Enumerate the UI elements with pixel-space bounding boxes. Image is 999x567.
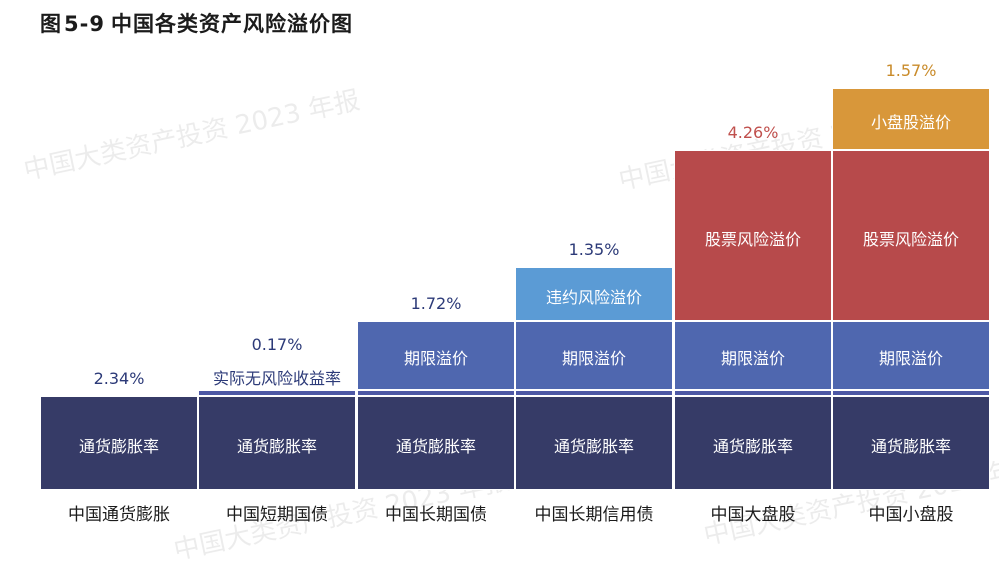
value-label: 0.17% [251,334,303,354]
value-label: 2.34% [93,369,145,389]
segment-label: 通货膨胀率 [712,437,793,457]
x-tick-label: 中国通货膨胀 [68,505,170,525]
segment-label: 股票风险溢价 [704,229,801,249]
bar-segment-inflation: 通货膨胀率 [515,396,673,490]
bar-segment-inflation: 通货膨胀率 [40,396,198,490]
segment-label: 通货膨胀率 [553,437,634,457]
bar-segment-real_rate [674,389,832,397]
value-label: 1.72% [410,293,462,313]
segment-label: 期限溢价 [720,349,785,369]
x-tick-label: 中国小盘股 [868,505,954,525]
title-prefix: 图 [40,12,62,36]
bar-segment-credit: 违约风险溢价 [515,266,673,321]
bar-segment-term: 期限溢价 [515,320,673,390]
segment-label: 期限溢价 [403,349,468,369]
bar-segment-inflation: 通货膨胀率 [832,396,990,490]
title-text: 中国各类资产风险溢价图 [110,12,353,36]
bar-segment-real_rate [515,389,673,397]
bar-segment-inflation: 通货膨胀率 [198,396,356,490]
segment-label: 期限溢价 [561,349,626,369]
x-tick-label: 中国短期国债 [226,505,328,525]
x-tick-label: 中国长期信用债 [534,505,654,525]
segment-label: 通货膨胀率 [395,437,476,457]
bar-segment-real_rate [832,389,990,397]
value-label: 4.26% [727,123,779,143]
bar-segment-term: 期限溢价 [674,320,832,390]
value-label: 1.35% [568,239,620,259]
x-tick-label: 中国大盘股 [710,505,796,525]
segment-label: 期限溢价 [878,349,943,369]
title-number: 5-9 [64,12,105,36]
x-tick-label: 中国长期国债 [385,505,487,525]
bar-segment-real_rate [198,389,356,397]
watermark: 中国大类资产投资 2023 年报 [21,85,363,187]
segment-label: 通货膨胀率 [78,437,159,457]
bar-segment-term: 期限溢价 [832,320,990,390]
chart-title: 图5-9 中国各类资产风险溢价图 [40,8,353,38]
segment-label: 股票风险溢价 [862,229,959,249]
bar-segment-inflation: 通货膨胀率 [357,396,515,490]
segment-label: 违约风险溢价 [545,287,642,307]
segment-label: 实际无风险收益率 [212,368,341,388]
segment-label: 通货膨胀率 [870,437,951,457]
bar-segment-equity: 股票风险溢价 [832,150,990,321]
bar-segment-real_rate [357,389,515,397]
segment-label: 小盘股溢价 [870,112,951,132]
bar-segment-equity: 股票风险溢价 [674,150,832,321]
segment-label: 通货膨胀率 [236,437,317,457]
value-label: 1.57% [885,60,937,80]
bar-segment-term: 期限溢价 [357,320,515,390]
bar-segment-inflation: 通货膨胀率 [674,396,832,490]
bar-segment-small_cap: 小盘股溢价 [832,87,990,151]
